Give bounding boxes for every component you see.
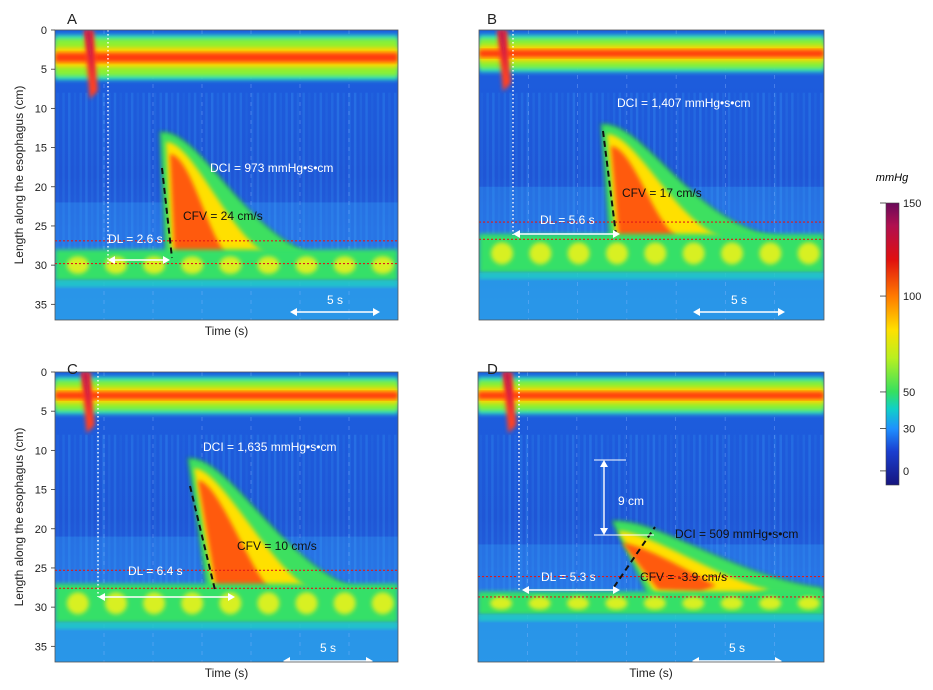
panel-a: 5 s DCI = 973 mmHg•s•cm CFV = 24 cm/s DL = … — [12, 11, 399, 338]
y-tick-label-c: 20 — [35, 524, 47, 536]
colorbar-tick-label: 150 — [903, 198, 921, 210]
colorbar-tick-label: 0 — [903, 466, 909, 478]
dci-label-d: DCI = 509 mmHg•s•cm — [675, 527, 798, 541]
y-tick-label-c: 15 — [35, 485, 47, 497]
y-tick-label-c: 25 — [35, 563, 47, 575]
y-tick-label-a: 15 — [35, 143, 47, 155]
cfv-line-d — [613, 526, 656, 588]
dl-label-c: DL = 6.4 s — [128, 564, 183, 578]
panel-tag-c: C — [67, 361, 78, 378]
panel-tag-d: D — [487, 361, 498, 378]
cfv-line-b — [602, 130, 617, 236]
scale-label-b: 5 s — [731, 293, 747, 307]
y-tick-label-c: 10 — [35, 445, 47, 457]
x-axis-label-d: Time (s) — [629, 666, 673, 680]
cfv-label-b: CFV = 17 cm/s — [622, 186, 702, 200]
scale-label-d: 5 s — [729, 641, 745, 655]
colorbar-tick-label: 50 — [903, 387, 915, 399]
panel-c: 5 s DCI = 1,635 mmHg•s•cm CFV = 10 cm/s DL … — [12, 361, 399, 680]
x-axis-label-a: Time (s) — [205, 324, 249, 338]
heatmap-b — [479, 30, 824, 320]
cfv-label-a: CFV = 24 cm/s — [183, 209, 263, 223]
panel-b: 5 s DCI = 1,407 mmHg•s•cm CFV = 17 cm/s DL … — [478, 11, 825, 321]
dci-label-b: DCI = 1,407 mmHg•s•cm — [617, 96, 750, 110]
panel-tag-b: B — [487, 11, 497, 28]
heatmap-a — [55, 30, 398, 320]
scale-label-a: 5 s — [327, 293, 343, 307]
y-tick-label-c: 0 — [41, 367, 47, 379]
y-axis-label-c: Length along the esophagus (cm) — [12, 428, 26, 607]
y-tick-label-c: 30 — [35, 602, 47, 614]
y-tick-label-a: 5 — [41, 64, 47, 76]
dl-label-b: DL = 5.6 s — [540, 213, 595, 227]
y-tick-label-a: 0 — [41, 25, 47, 37]
colorbar-unit: mmHg — [876, 172, 909, 184]
y-tick-label-a: 30 — [35, 260, 47, 272]
y-tick-label-a: 25 — [35, 221, 47, 233]
scale-label-c: 5 s — [320, 641, 336, 655]
y-tick-label-c: 35 — [35, 641, 47, 653]
colorbar: mmHg 150 100 50 30 0 — [876, 172, 921, 486]
colorbar-tick-label: 100 — [903, 291, 921, 303]
cfv-label-d: CFV = -3.9 cm/s — [640, 570, 727, 584]
y-tick-label-a: 10 — [35, 103, 47, 115]
heatmap-c — [55, 372, 398, 662]
y-tick-label-a: 35 — [35, 299, 47, 311]
cfv-label-c: CFV = 10 cm/s — [237, 539, 317, 553]
heatmap-d — [478, 372, 824, 662]
y-axis-label-a: Length along the esophagus (cm) — [12, 86, 26, 265]
dci-label-a: DCI = 973 mmHg•s•cm — [210, 161, 333, 175]
panel-d: 5 s 9 cm DCI = 509 mmHg•s•cm CFV = -3.9 cm/… — [477, 361, 825, 680]
gap-label-d: 9 cm — [618, 494, 644, 508]
panel-tag-a: A — [67, 11, 77, 28]
colorbar-gradient — [885, 202, 900, 486]
dl-label-d: DL = 5.3 s — [541, 570, 596, 584]
cfv-line-a — [161, 167, 173, 259]
x-axis-label-c: Time (s) — [205, 666, 249, 680]
y-tick-label-c: 5 — [41, 406, 47, 418]
colorbar-tick-label: 30 — [903, 424, 915, 436]
dl-label-a: DL = 2.6 s — [108, 232, 163, 246]
cfv-line-c — [189, 485, 216, 591]
y-tick-label-a: 20 — [35, 182, 47, 194]
dci-label-c: DCI = 1,635 mmHg•s•cm — [203, 440, 336, 454]
